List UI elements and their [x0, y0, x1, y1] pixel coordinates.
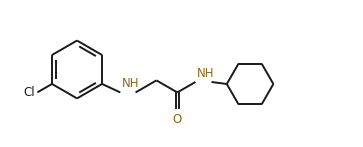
Text: NH: NH	[197, 67, 215, 80]
Text: NH: NH	[122, 77, 139, 90]
Text: Cl: Cl	[23, 86, 35, 99]
Text: O: O	[173, 113, 182, 126]
